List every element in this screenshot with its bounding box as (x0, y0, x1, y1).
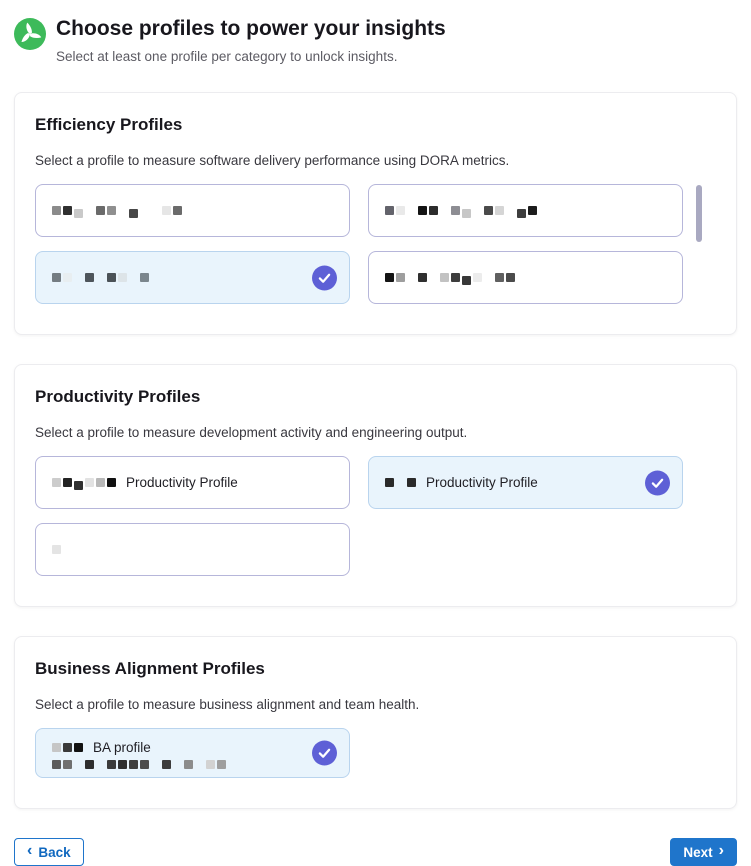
redacted-text (385, 273, 517, 286)
next-button[interactable]: Next › (670, 838, 737, 866)
check-icon (312, 265, 337, 291)
redacted-text (52, 273, 151, 283)
chevron-right-icon: › (718, 842, 724, 860)
page-title: Choose profiles to power your insights (56, 17, 446, 40)
check-icon (645, 470, 670, 496)
next-button-label: Next (683, 844, 713, 860)
efficiency-section-title: Efficiency Profiles (35, 115, 183, 135)
page-header: Choose profiles to power your insights S… (0, 0, 751, 64)
redacted-text (52, 206, 184, 219)
chevron-left-icon: ‹ (27, 842, 33, 860)
productivity-section-subtitle: Select a profile to measure development … (35, 425, 468, 441)
business-alignment-section-title: Business Alignment Profiles (35, 659, 265, 679)
check-icon (312, 740, 337, 766)
productivity-profiles-section: Productivity Profiles Select a profile t… (14, 364, 737, 608)
efficiency-profile-card[interactable] (35, 184, 350, 238)
efficiency-section-subtitle: Select a profile to measure software del… (35, 153, 510, 169)
efficiency-profile-card-selected[interactable] (35, 251, 350, 305)
ba-profile-card-selected[interactable]: BA profile (35, 728, 350, 779)
productivity-profile-card[interactable] (35, 523, 350, 577)
redacted-text (52, 545, 63, 555)
redacted-text (52, 742, 85, 752)
business-alignment-section-subtitle: Select a profile to measure business ali… (35, 697, 420, 713)
back-button[interactable]: ‹ Back (14, 838, 84, 866)
redacted-text (385, 478, 418, 488)
propeller-logo-icon (14, 18, 46, 50)
business-alignment-profiles-section: Business Alignment Profiles Select a pro… (14, 636, 737, 810)
profile-card-label: BA profile (93, 739, 151, 755)
profile-card-label: Productivity Profile (426, 475, 538, 491)
page-subtitle: Select at least one profile per category… (56, 49, 398, 65)
wizard-footer: ‹ Back Next › (14, 838, 737, 866)
section-scrollbar[interactable] (696, 185, 702, 243)
efficiency-profile-card[interactable] (368, 184, 683, 238)
productivity-profile-card-selected[interactable]: Productivity Profile (368, 456, 683, 510)
productivity-profile-card[interactable]: Productivity Profile (35, 456, 350, 510)
redacted-text (52, 478, 118, 491)
redacted-text (52, 759, 228, 769)
productivity-section-title: Productivity Profiles (35, 387, 201, 407)
efficiency-profiles-section: Efficiency Profiles Select a profile to … (14, 92, 737, 336)
efficiency-profile-card[interactable] (368, 251, 683, 305)
back-button-label: Back (38, 844, 71, 860)
redacted-text (385, 206, 539, 219)
profile-card-label: Productivity Profile (126, 475, 238, 491)
